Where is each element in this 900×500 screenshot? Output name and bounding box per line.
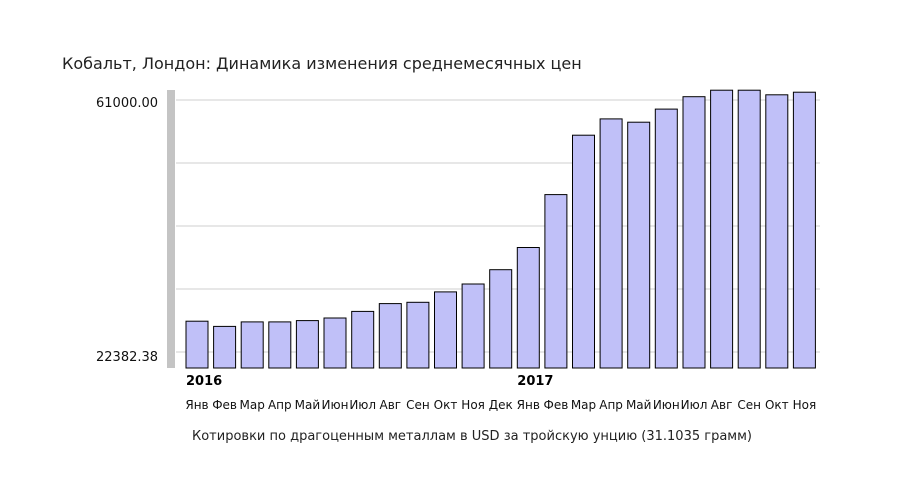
x-tick-label: Июл <box>349 398 376 412</box>
x-tick-label: Мар <box>240 398 265 412</box>
bar <box>295 320 319 369</box>
bar <box>240 321 264 369</box>
chart-title: Кобальт, Лондон: Динамика изменения сред… <box>62 54 582 73</box>
year-label: 2016 <box>186 374 222 389</box>
bar <box>710 89 734 369</box>
x-tick-label: Мар <box>571 398 596 412</box>
bar <box>406 301 430 369</box>
bar <box>516 247 540 369</box>
x-tick-label: Сен <box>406 398 430 412</box>
x-tick-label: Май <box>295 398 321 412</box>
x-tick-label: Июл <box>681 398 708 412</box>
x-tick-label: Апр <box>268 398 292 412</box>
y-min-label: 22382.38 <box>96 350 159 365</box>
bar <box>654 108 678 369</box>
x-tick-label: Сен <box>737 398 761 412</box>
bar <box>737 89 761 369</box>
bar <box>682 96 706 369</box>
bar <box>627 121 651 369</box>
x-tick-label: Янв <box>185 398 208 412</box>
bar <box>378 303 402 369</box>
x-tick-label: Авг <box>711 398 733 412</box>
bar <box>489 269 513 369</box>
x-tick-label: Дек <box>489 398 513 412</box>
bar <box>268 321 292 369</box>
x-tick-label: Окт <box>765 398 789 412</box>
y-axis-bar <box>167 90 175 368</box>
x-tick-label: Авг <box>380 398 402 412</box>
x-tick-label: Апр <box>599 398 623 412</box>
bar <box>213 325 237 369</box>
x-tick-label: Янв <box>517 398 540 412</box>
bar <box>185 320 209 369</box>
bar <box>765 94 789 369</box>
year-label: 2017 <box>517 374 553 389</box>
x-tick-label: Ноя <box>461 398 485 412</box>
bar <box>599 118 623 369</box>
bar <box>544 194 568 369</box>
x-tick-label: Июн <box>653 398 680 412</box>
x-tick-label: Фев <box>544 398 569 412</box>
chart-footnote: Котировки по драгоценным металлам в USD … <box>192 429 752 444</box>
bar <box>351 310 375 369</box>
bar <box>792 91 816 369</box>
x-tick-label: Июн <box>322 398 349 412</box>
x-tick-label: Май <box>626 398 652 412</box>
bar <box>434 291 457 369</box>
x-tick-label: Ноя <box>793 398 817 412</box>
y-max-label: 61000.00 <box>96 96 159 111</box>
bar <box>323 317 347 369</box>
bar <box>461 283 485 369</box>
bar <box>572 134 595 369</box>
x-tick-label: Окт <box>434 398 458 412</box>
x-tick-label: Фев <box>212 398 237 412</box>
